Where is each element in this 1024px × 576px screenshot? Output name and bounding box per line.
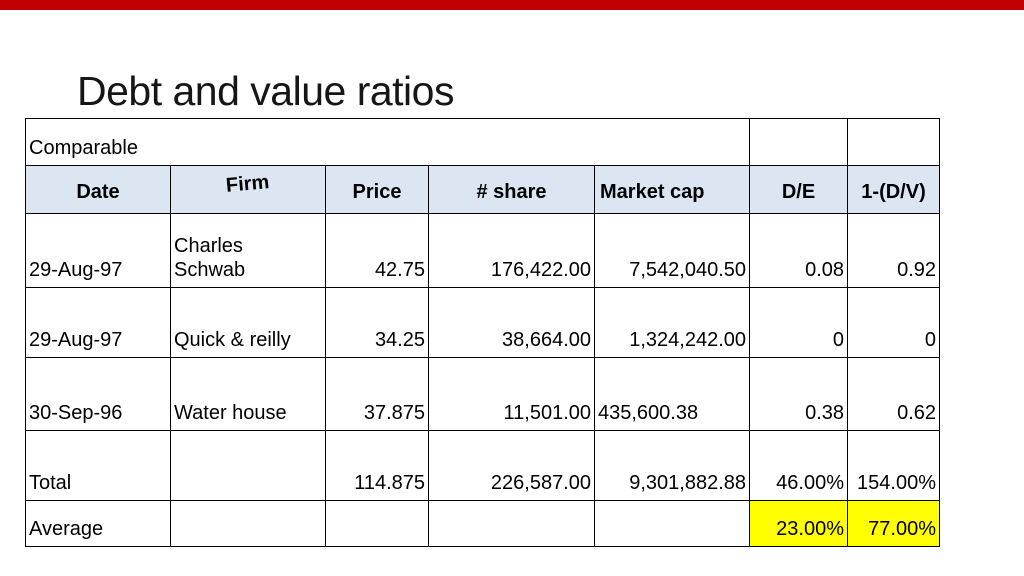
header-de: D/E <box>749 165 849 214</box>
table-row-average: Average 23.00% 77.00% <box>25 500 941 547</box>
comparable-firms-table: Comparable Date Firm Price # share Marke… <box>24 118 941 547</box>
header-market-cap: Market cap <box>593 165 751 214</box>
cell-date: 30-Sep-96 <box>25 357 171 431</box>
header-firm: Firm <box>170 165 326 214</box>
table-row-comparable: Comparable <box>24 118 941 166</box>
cell-market-cap-total: 9,301,882.88 <box>593 430 751 501</box>
cell-dv: 0.62 <box>847 357 941 431</box>
cell-market-cap: 7,542,040.50 <box>593 213 751 288</box>
header-date: Date <box>25 165 171 214</box>
table-row-total: Total 114.875 226,587.00 9,301,882.88 46… <box>25 430 941 501</box>
cell-price: 42.75 <box>325 213 429 288</box>
header-firm-label: Firm <box>225 171 271 197</box>
cell-dv: 0.92 <box>847 213 941 288</box>
firm-name: Charles Schwab <box>174 235 246 281</box>
empty-cell <box>170 500 326 547</box>
cell-share: 11,501.00 <box>428 357 595 431</box>
empty-cell <box>749 118 849 166</box>
cell-dv: 0 <box>847 287 941 358</box>
comparable-label: Comparable <box>24 118 751 166</box>
table-row-water-house: 30-Sep-96 Water house 37.875 11,501.00 4… <box>25 357 941 431</box>
cell-date: 29-Aug-97 <box>25 287 171 358</box>
empty-cell <box>325 500 429 547</box>
table-row-quick-reilly: 29-Aug-97 Quick & reilly 34.25 38,664.00… <box>25 287 941 358</box>
average-label: Average <box>25 500 171 547</box>
header-dv: 1-(D/V) <box>847 165 941 214</box>
slide-title: Debt and value ratios <box>77 68 454 114</box>
cell-price: 34.25 <box>325 287 429 358</box>
cell-de: 0.38 <box>749 357 849 431</box>
cell-price: 37.875 <box>325 357 429 431</box>
cell-market-cap: 435,600.38 <box>593 357 751 431</box>
cell-de-average-highlighted: 23.00% <box>749 500 849 547</box>
cell-firm: Charles Schwab <box>170 213 326 288</box>
cell-de: 0 <box>749 287 849 358</box>
empty-cell <box>847 118 941 166</box>
top-accent-bar <box>0 0 1024 10</box>
total-label: Total <box>25 430 171 501</box>
cell-dv-total: 154.00% <box>847 430 941 501</box>
empty-cell <box>593 500 751 547</box>
header-price: Price <box>325 165 429 214</box>
cell-dv-average-highlighted: 77.00% <box>847 500 941 547</box>
cell-firm: Water house <box>170 357 326 431</box>
cell-share: 38,664.00 <box>428 287 595 358</box>
cell-market-cap: 1,324,242.00 <box>593 287 751 358</box>
cell-firm: Quick & reilly <box>170 287 326 358</box>
cell-de-total: 46.00% <box>749 430 849 501</box>
cell-date: 29-Aug-97 <box>25 213 171 288</box>
cell-share: 176,422.00 <box>428 213 595 288</box>
cell-price-total: 114.875 <box>325 430 429 501</box>
table-header-row: Date Firm Price # share Market cap D/E 1… <box>25 165 941 214</box>
cell-share-total: 226,587.00 <box>428 430 595 501</box>
header-share: # share <box>428 165 595 214</box>
empty-cell <box>170 430 326 501</box>
empty-cell <box>428 500 595 547</box>
cell-de: 0.08 <box>749 213 849 288</box>
table-row-charles-schwab: 29-Aug-97 Charles Schwab 42.75 176,422.0… <box>25 213 941 288</box>
